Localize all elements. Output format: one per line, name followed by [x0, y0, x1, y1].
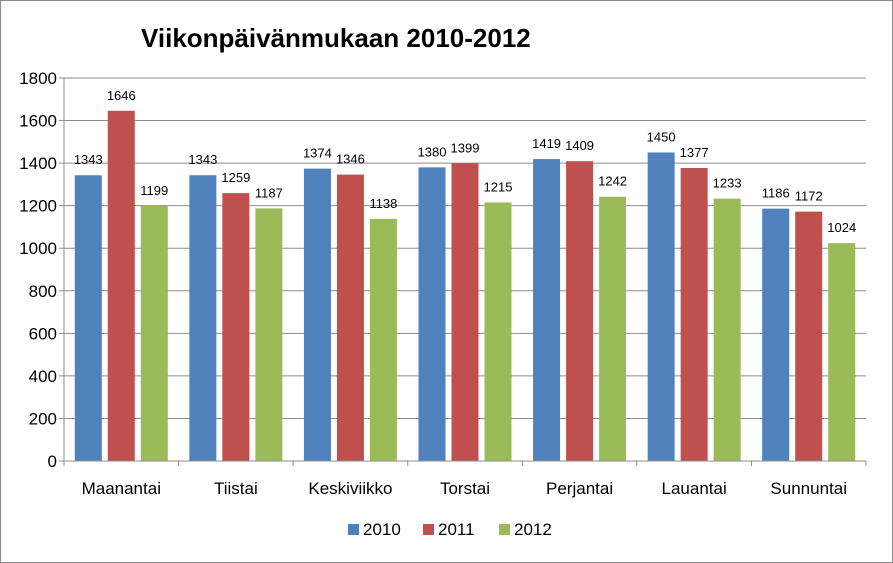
bar [533, 159, 561, 461]
data-label: 1259 [221, 170, 250, 185]
legend-entry: 2011 [438, 520, 475, 539]
data-label: 1377 [680, 145, 709, 160]
data-label: 1380 [418, 144, 447, 159]
bar [828, 243, 856, 461]
y-tick-label: 200 [29, 409, 57, 428]
bar [303, 168, 331, 462]
data-label: 1419 [532, 136, 561, 151]
bar [222, 193, 250, 461]
x-tick-label: Keskiviikko [308, 479, 392, 498]
data-label: 1242 [598, 174, 627, 189]
y-tick-label: 400 [29, 367, 57, 386]
y-tick-label: 1200 [19, 197, 57, 216]
x-tick-label: Tiistai [214, 479, 258, 498]
data-label: 1399 [451, 140, 480, 155]
data-label: 1187 [255, 185, 283, 200]
bar [369, 218, 397, 461]
y-tick-label: 600 [29, 324, 57, 343]
x-tick-label: Perjantai [546, 479, 613, 498]
x-axis: Maanantai Tiistai Keskiviikko Torstai Perjan… [63, 460, 867, 498]
data-label: 1646 [107, 88, 136, 103]
data-label: 1374 [303, 146, 332, 161]
data-label: 1450 [647, 129, 676, 144]
bars [74, 110, 856, 462]
bar [762, 208, 790, 461]
bar [647, 152, 675, 461]
bar [713, 198, 741, 461]
x-tick-label: Maanantai [82, 479, 161, 498]
legend-entry: 2012 [514, 520, 552, 539]
data-label: 1346 [336, 152, 365, 167]
bar [74, 175, 102, 461]
legend-entry: 2010 [363, 520, 401, 539]
bar [107, 110, 135, 462]
data-label: 1024 [827, 220, 856, 235]
y-tick-label: 1800 [19, 69, 57, 88]
data-label: 1172 [795, 189, 823, 204]
y-tick-label: 1600 [19, 112, 57, 131]
y-tick-label: 800 [29, 282, 57, 301]
data-label: 1409 [565, 138, 594, 153]
bar [451, 163, 479, 461]
data-label: 1343 [188, 152, 217, 167]
x-tick-label: Sunnuntai [770, 479, 847, 498]
data-label: 1233 [713, 176, 742, 191]
bar [140, 205, 168, 461]
data-label: 1343 [74, 152, 103, 167]
bar [255, 208, 283, 461]
y-tick-label: 1000 [19, 239, 57, 258]
data-labels: 1343 1646 1199 1343 1259 1187 1374 1346 1138 1380… [74, 88, 856, 235]
bar [566, 161, 594, 461]
data-label: 1186 [762, 186, 790, 201]
x-tick-label: Torstai [440, 479, 490, 498]
y-tick-label: 1400 [19, 154, 57, 173]
x-tick-label: Lauantai [662, 479, 727, 498]
y-tick-label: 0 [48, 452, 57, 471]
data-label: 1199 [140, 183, 168, 198]
bar [680, 168, 708, 461]
bar [599, 196, 627, 462]
bar [484, 202, 512, 461]
bar [418, 167, 446, 461]
legend-swatch [348, 524, 359, 535]
data-label: 1215 [484, 179, 513, 194]
bar [795, 211, 823, 461]
legend-swatch [423, 524, 434, 535]
legend: 2010 2011 2012 [348, 520, 552, 539]
chart-title: Viikonpäivänmukaan 2010-2012 [141, 23, 531, 53]
bar [189, 175, 217, 461]
data-label: 1138 [369, 196, 397, 211]
bar [336, 174, 364, 461]
y-axis: 0 200 400 600 800 1000 1200 1400 1600 1800 [19, 69, 65, 471]
legend-swatch [499, 524, 510, 535]
